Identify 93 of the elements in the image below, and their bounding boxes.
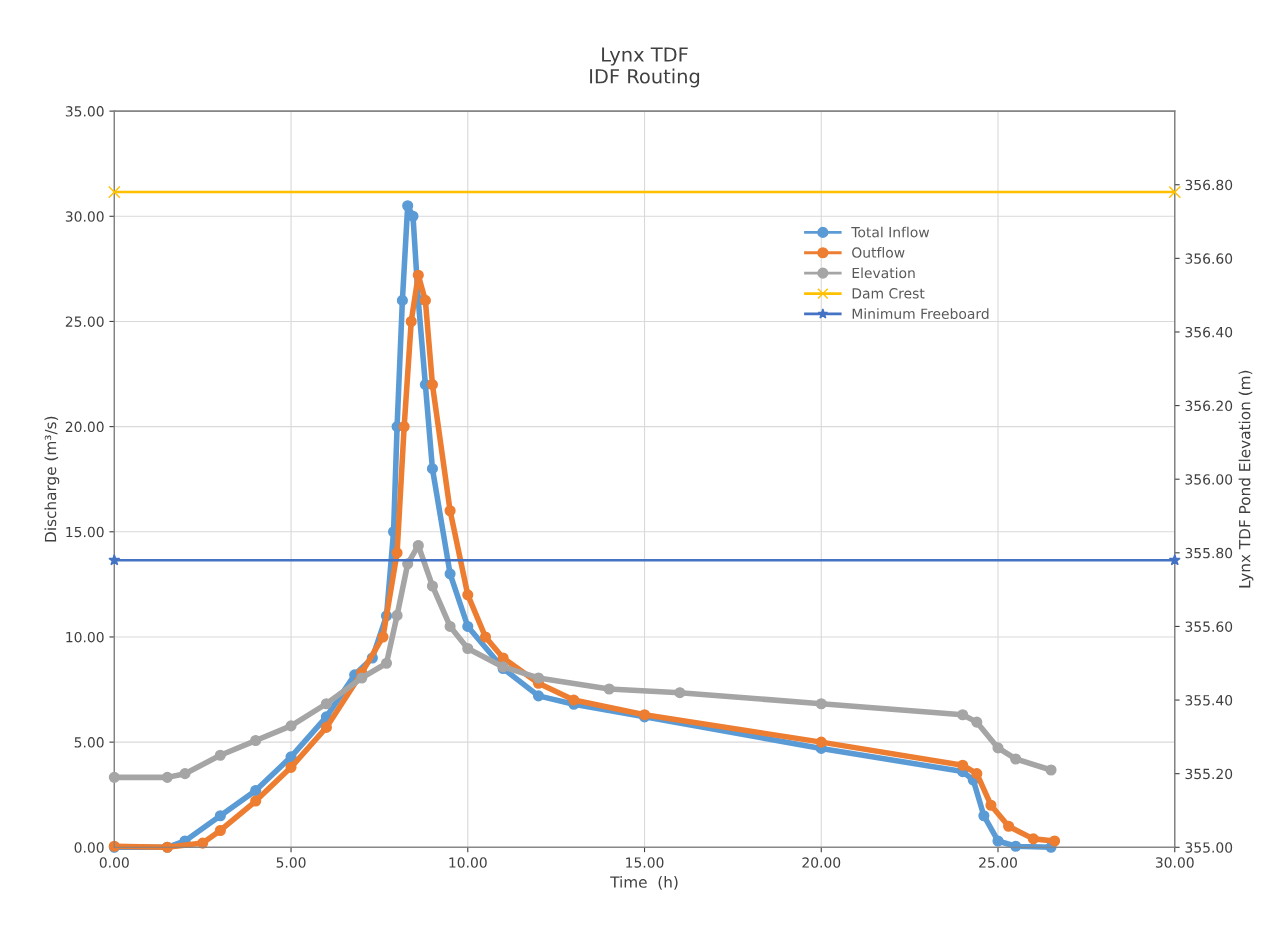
y-tick-label: 20.00 [65, 421, 104, 433]
point [603, 683, 615, 695]
x-tick-label: 5.00 [276, 857, 306, 868]
y2-tick-label: 356.40 [1185, 326, 1233, 338]
point [985, 799, 997, 811]
point [285, 720, 297, 732]
point [405, 315, 417, 328]
point [108, 553, 121, 566]
point [674, 687, 686, 699]
y2-axis-title: Lynx TDF Pond Elevation (m) [1238, 370, 1254, 588]
point [462, 620, 474, 632]
legend-label: Elevation [852, 267, 915, 279]
point [426, 580, 438, 592]
y-tick-label: 0.00 [74, 842, 104, 853]
point [214, 810, 226, 822]
y-tick-label: 25.00 [65, 316, 104, 327]
point [444, 568, 456, 580]
point [391, 609, 403, 621]
point [1168, 553, 1181, 566]
point [568, 694, 580, 706]
y2-tick-label: 355.80 [1185, 547, 1233, 559]
point [391, 547, 403, 559]
point [285, 761, 297, 773]
point [161, 771, 173, 783]
point [1168, 185, 1182, 199]
point [426, 463, 438, 475]
point [412, 269, 424, 281]
point [1003, 820, 1015, 832]
y-tick-label: 15.00 [66, 526, 104, 538]
point [957, 759, 969, 771]
y-tick-label: 10.00 [66, 631, 104, 643]
y2-tick-label: 355.40 [1185, 695, 1233, 706]
point [108, 185, 121, 199]
point [419, 294, 431, 306]
point [380, 657, 393, 669]
x-tick-label: 0.00 [99, 857, 129, 868]
y-tick-label: 30.00 [65, 211, 104, 222]
point [250, 784, 262, 797]
y2-tick-label: 355.60 [1185, 621, 1233, 632]
x-tick-label: 10.00 [449, 857, 487, 868]
point [444, 620, 456, 632]
point [479, 631, 492, 643]
legend-label: Outflow [852, 247, 905, 258]
x-tick-label: 20.00 [802, 857, 841, 868]
y2-tick-label: 356.20 [1185, 400, 1233, 412]
x-tick-label: 30.00 [1155, 857, 1194, 868]
y2-tick-label: 355.20 [1185, 768, 1233, 780]
point [532, 690, 545, 702]
x-tick-label: 15.00 [626, 857, 664, 868]
point [250, 734, 262, 747]
point [978, 810, 990, 822]
x-axis-title: Time (h) [610, 876, 678, 890]
y-axis-title: Discharge (m³/s) [44, 416, 60, 542]
point [815, 736, 827, 748]
chart-title: Lynx TDF IDF Routing [590, 47, 700, 88]
point [197, 837, 209, 849]
point [815, 698, 827, 710]
point [462, 642, 474, 655]
point [179, 768, 191, 780]
point [214, 749, 226, 761]
point [992, 835, 1004, 847]
legend-label: Minimum Freeboard [852, 308, 989, 319]
x-tick-label: 25.00 [979, 857, 1017, 868]
point [532, 672, 545, 684]
y-tick-label: 5.00 [74, 737, 104, 748]
point [398, 421, 410, 433]
point [426, 378, 438, 391]
point [250, 795, 262, 807]
point [992, 742, 1004, 754]
y2-tick-label: 356.60 [1185, 253, 1233, 264]
legend-label: Dam Crest [852, 288, 925, 299]
y2-tick-label: 355.00 [1185, 842, 1233, 853]
point [214, 824, 226, 837]
y2-tick-label: 356.80 [1185, 179, 1233, 191]
point [1045, 764, 1057, 776]
point [1049, 835, 1061, 847]
legend-label: Total Inflow [851, 226, 930, 238]
point [356, 672, 368, 684]
point [462, 589, 474, 601]
point [108, 771, 120, 783]
point [971, 716, 983, 728]
point [396, 294, 408, 306]
point [402, 200, 414, 212]
point [1027, 833, 1039, 845]
y2-tick-label: 356.00 [1185, 474, 1233, 485]
point [957, 709, 969, 721]
point [971, 768, 983, 780]
y-tick-label: 35.00 [65, 106, 104, 117]
point [320, 721, 332, 733]
point [377, 631, 389, 643]
point [320, 698, 332, 710]
point [1010, 753, 1022, 765]
point [444, 505, 456, 517]
